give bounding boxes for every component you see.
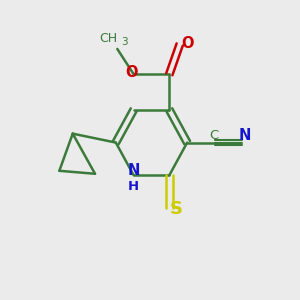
Text: C: C bbox=[209, 129, 218, 142]
Text: O: O bbox=[125, 65, 137, 80]
Text: O: O bbox=[181, 35, 194, 50]
Text: N: N bbox=[128, 163, 140, 178]
Text: N: N bbox=[239, 128, 251, 142]
Text: CH: CH bbox=[99, 32, 118, 45]
Text: S: S bbox=[169, 200, 182, 218]
Text: 3: 3 bbox=[122, 37, 128, 47]
Text: H: H bbox=[128, 180, 139, 193]
